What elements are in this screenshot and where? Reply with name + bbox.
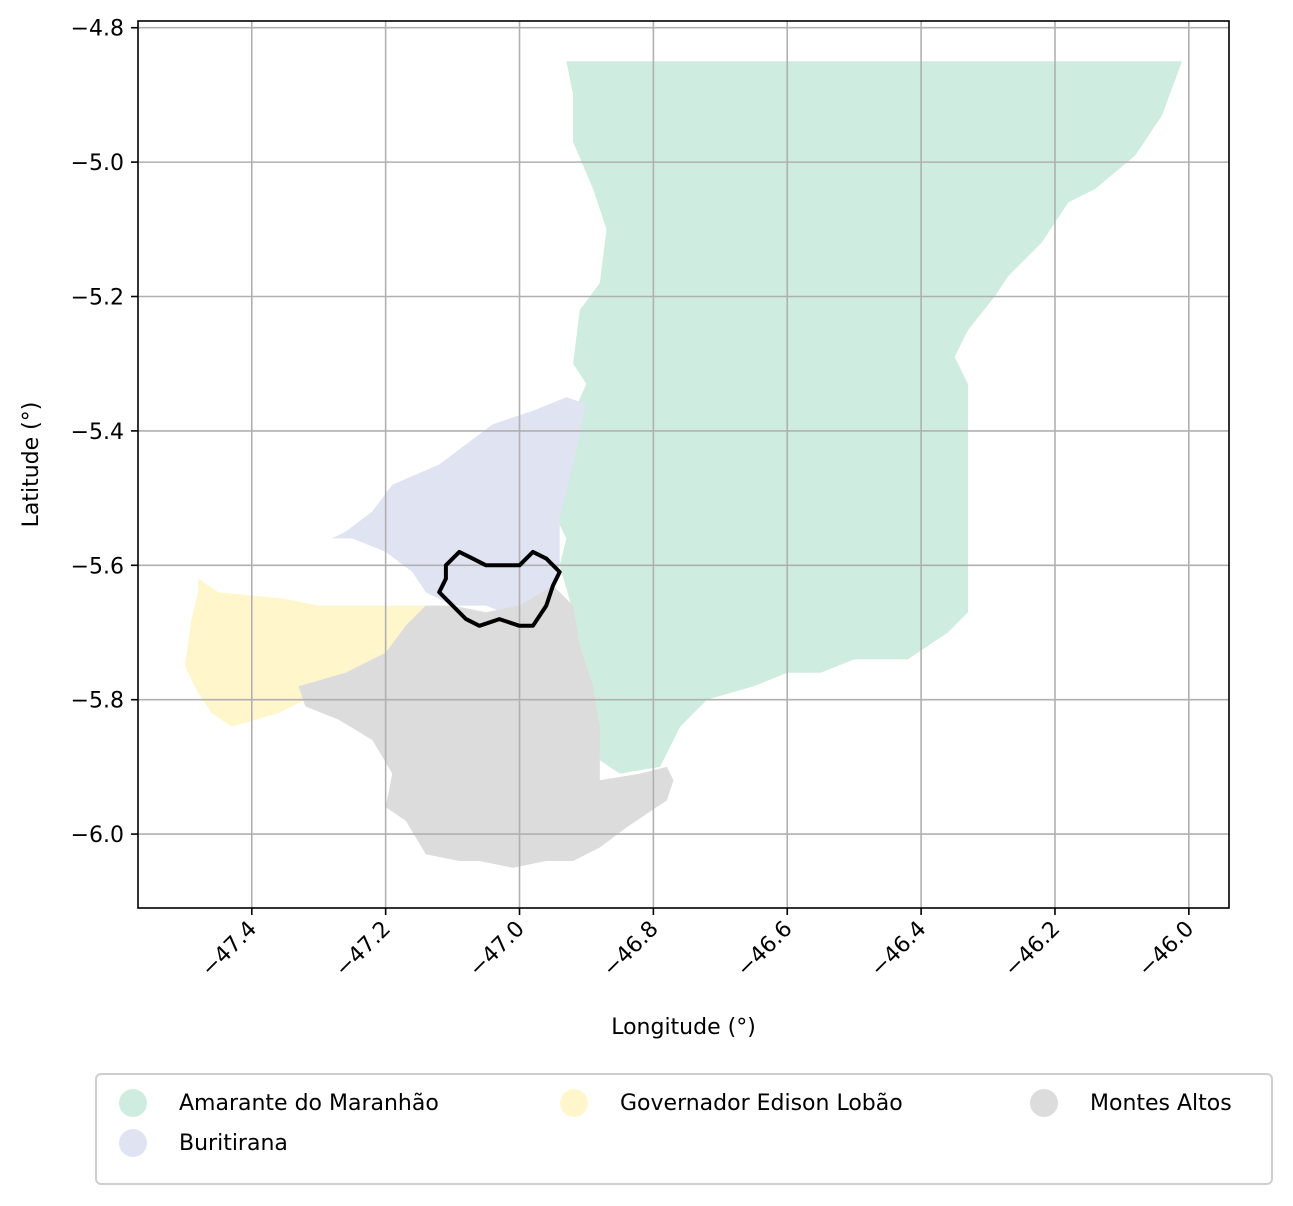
- region-montes-altos: [298, 585, 674, 868]
- x-tick-label: −46.6: [732, 917, 797, 982]
- legend-item-governador: Governador Edison Lobão: [560, 1085, 903, 1121]
- legend-item-montes-altos: Montes Altos: [1030, 1085, 1232, 1121]
- y-axis-label: Latitude (°): [19, 402, 44, 528]
- legend: Amarante do Maranhão Buritirana Governad…: [95, 1073, 1273, 1185]
- y-tick-label: −5.2: [71, 286, 124, 311]
- x-tick-label: −46.4: [866, 917, 931, 982]
- x-tick-label: −46.0: [1134, 917, 1199, 982]
- regions-layer: [184, 61, 1183, 868]
- y-tick-label: −6.0: [71, 823, 124, 848]
- y-tick-label: −5.4: [71, 420, 124, 445]
- x-axis-label: Longitude (°): [611, 1015, 756, 1040]
- map-figure: −47.4 −47.2 −47.0 −46.8 −46.6 −46.4 −46.2 −46.0…: [19, 17, 1230, 1040]
- legend-label: Montes Altos: [1090, 1090, 1232, 1116]
- legend-item-amarante: Amarante do Maranhão: [119, 1085, 439, 1121]
- legend-label: Amarante do Maranhão: [179, 1090, 439, 1116]
- x-tick-label: −47.0: [464, 917, 529, 982]
- x-tick-label: −47.2: [331, 917, 396, 982]
- y-tick-label: −5.8: [71, 689, 124, 714]
- region-amarante-do-maranh-o: [546, 61, 1183, 774]
- highlight-outline: [437, 549, 562, 628]
- y-tick-label: −5.6: [71, 554, 124, 579]
- legend-label: Buritirana: [179, 1130, 288, 1156]
- y-tick-label: −5.0: [71, 151, 124, 176]
- x-tick-label: −46.8: [598, 917, 663, 982]
- legend-item-buritirana: Buritirana: [119, 1125, 288, 1161]
- y-tick-label: −4.8: [71, 17, 124, 42]
- grid-layer: [138, 21, 1229, 908]
- x-tick-label: −46.2: [1000, 917, 1065, 982]
- x-tick-label: −47.4: [197, 917, 262, 982]
- legend-marker-icon: [119, 1129, 147, 1157]
- legend-marker-icon: [119, 1089, 147, 1117]
- legend-marker-icon: [560, 1089, 588, 1117]
- legend-label: Governador Edison Lobão: [620, 1090, 903, 1116]
- plot-frame: [137, 20, 1230, 909]
- highlight-outline-layer: [437, 549, 562, 628]
- legend-marker-icon: [1030, 1089, 1058, 1117]
